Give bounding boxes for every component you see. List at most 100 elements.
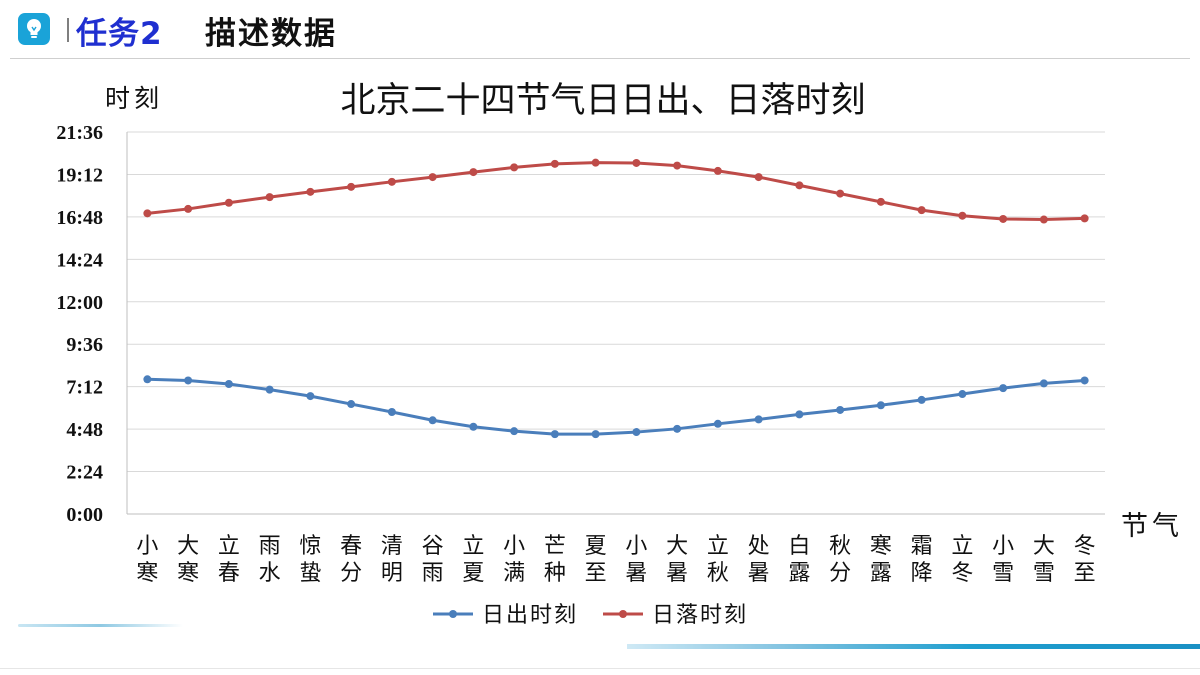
series-1-point xyxy=(673,161,682,170)
sunrise-sunset-chart: 北京二十四节气日日出、日落时刻 时刻 节气 0:00 2:24 4:48 7:12 9:… xyxy=(56,81,1183,628)
series-0-point xyxy=(224,380,233,389)
decorative-footer-bar xyxy=(627,644,1200,649)
page-title: 描述数据 xyxy=(205,16,337,52)
x-tick-label: 秋分 xyxy=(829,534,851,586)
series-0-point xyxy=(958,390,967,399)
x-tick-label: 夏至 xyxy=(585,534,607,586)
x-tick-label: 小寒 xyxy=(136,534,158,586)
series-0-point xyxy=(428,416,437,425)
y-tick-label: 4:48 xyxy=(66,419,103,441)
series-0-point xyxy=(632,428,641,437)
series-0-point xyxy=(143,375,152,384)
series-1-point xyxy=(510,163,519,172)
decorative-stroke xyxy=(18,624,183,627)
series-1-point xyxy=(224,198,233,207)
series-0-point xyxy=(999,384,1008,393)
legend-label: 日落时刻 xyxy=(652,603,748,628)
x-tick-label: 白露 xyxy=(788,534,810,586)
series-1-point xyxy=(184,204,193,213)
x-tick-label: 处暑 xyxy=(748,534,770,586)
x-tick-label: 立春 xyxy=(218,534,240,586)
y-tick-label: 0:00 xyxy=(66,504,103,526)
y-tick-label: 2:24 xyxy=(66,462,103,484)
series-0-point xyxy=(591,430,600,439)
series-1-point xyxy=(265,193,274,202)
legend-swatch-marker xyxy=(449,610,457,618)
series-0-point xyxy=(917,395,926,404)
series-1-point xyxy=(754,173,763,182)
series-1-point xyxy=(958,211,967,220)
x-tick-label: 小雪 xyxy=(992,534,1014,586)
x-tick-label: 立秋 xyxy=(707,534,729,586)
x-axis-ticks: 小寒大寒立春雨水惊蛰春分清明谷雨立夏小满芒种夏至小暑大暑立秋处暑白露秋分寒露霜降… xyxy=(136,534,1095,586)
series-1-point xyxy=(917,206,926,215)
series-0-point xyxy=(469,422,478,431)
x-tick-label: 芒种 xyxy=(544,534,566,586)
y-tick-label: 7:12 xyxy=(66,377,103,399)
series-0-point xyxy=(510,427,519,436)
y-tick-label: 12:00 xyxy=(56,292,103,314)
series-1-point xyxy=(999,214,1008,223)
legend-swatch-marker xyxy=(619,610,627,618)
x-tick-label: 春分 xyxy=(340,534,362,586)
series-1-point xyxy=(1080,214,1089,223)
series-line-1 xyxy=(147,161,1085,222)
x-tick-label: 冬至 xyxy=(1074,534,1096,586)
x-tick-label: 谷雨 xyxy=(422,534,444,586)
series-1-point xyxy=(836,189,845,198)
x-tick-label: 小暑 xyxy=(625,534,647,586)
series-1-point xyxy=(387,177,396,186)
series-0-point xyxy=(184,376,193,385)
x-tick-label: 雨水 xyxy=(259,534,281,586)
series-0-point xyxy=(1039,379,1048,388)
x-tick-label: 惊蛰 xyxy=(299,534,321,586)
series-1-point xyxy=(306,187,315,196)
series-0-point xyxy=(347,400,356,409)
x-tick-label: 清明 xyxy=(381,534,403,586)
series-0-point xyxy=(387,408,396,417)
x-tick-label: 大雪 xyxy=(1033,534,1055,586)
series-1-point xyxy=(428,173,437,182)
title-divider xyxy=(67,18,69,42)
series-0-point xyxy=(836,405,845,414)
header-divider xyxy=(10,58,1190,59)
series-1-point xyxy=(876,197,885,206)
y-tick-label: 9:36 xyxy=(66,334,103,356)
series-1-point xyxy=(143,209,152,218)
series-0-point xyxy=(306,392,315,401)
series-1-point xyxy=(795,181,804,190)
series-1-point xyxy=(591,158,600,167)
data-series xyxy=(143,158,1089,439)
y-tick-label: 19:12 xyxy=(56,164,103,186)
x-axis-label: 节气 xyxy=(1121,511,1183,542)
x-tick-label: 寒露 xyxy=(870,534,892,586)
series-1-point xyxy=(1039,215,1048,224)
series-0-point xyxy=(713,419,722,428)
header-bar: 任务2 描述数据 xyxy=(0,0,1200,60)
x-tick-label: 立冬 xyxy=(951,534,973,586)
chart-title: 北京二十四节气日日出、日落时刻 xyxy=(340,81,865,121)
y-axis-label: 时刻 xyxy=(105,84,163,113)
grid-lines xyxy=(126,131,1105,515)
legend-label: 日出时刻 xyxy=(482,603,578,628)
series-0-point xyxy=(265,385,274,394)
series-0-point xyxy=(673,424,682,433)
x-tick-label: 霜降 xyxy=(911,534,933,586)
series-0-point xyxy=(1080,376,1089,385)
y-tick-label: 16:48 xyxy=(56,207,103,229)
y-tick-label: 21:36 xyxy=(56,122,103,144)
legend: 日出时刻 日落时刻 xyxy=(433,603,748,628)
series-1-point xyxy=(347,182,356,191)
y-axis-ticks: 0:00 2:24 4:48 7:12 9:36 12:00 14:24 16:48 19:12… xyxy=(56,122,103,526)
series-1-point xyxy=(713,166,722,175)
x-tick-label: 立夏 xyxy=(462,534,484,586)
y-tick-label: 14:24 xyxy=(56,249,103,271)
footer-divider xyxy=(0,668,1200,669)
series-0-point xyxy=(754,415,763,424)
x-tick-label: 大寒 xyxy=(177,534,199,586)
series-line-0 xyxy=(147,377,1085,436)
task-label: 任务2 xyxy=(76,16,163,52)
series-0-point xyxy=(795,410,804,419)
series-1-point xyxy=(550,159,559,168)
x-tick-label: 小满 xyxy=(503,534,525,586)
